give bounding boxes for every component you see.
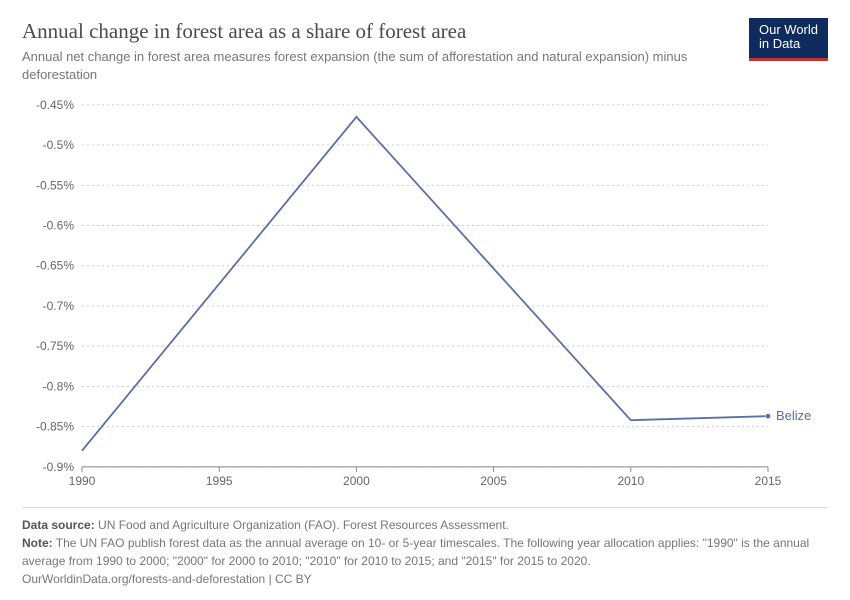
chart-area: -0.45% -0.5% -0.55% -0.6% -0.65% -0.7% -0.75% -… (22, 89, 828, 501)
y-tick-label: -0.8% (43, 380, 75, 394)
chart-subtitle: Annual net change in forest area measure… (22, 48, 737, 83)
owid-logo: Our World in Data (749, 18, 828, 61)
x-tick-label: 2005 (480, 474, 507, 488)
series-label-belize: Belize (776, 408, 811, 423)
y-tick-label: -0.7% (43, 299, 75, 313)
series-end-marker (765, 414, 770, 419)
chart-footer: Data source: UN Food and Agriculture Org… (22, 507, 828, 588)
page-container: Annual change in forest area as a share … (0, 0, 850, 600)
attribution-line: OurWorldinData.org/forests-and-deforesta… (22, 570, 828, 588)
y-tick-label: -0.85% (36, 420, 74, 434)
y-tick-label: -0.65% (36, 259, 74, 273)
y-tick-label: -0.55% (36, 179, 74, 193)
series-line-belize (82, 117, 768, 451)
y-tick-label: -0.5% (43, 138, 75, 152)
x-tick-label: 1995 (206, 474, 233, 488)
source-label: Data source: (22, 518, 95, 532)
y-tick-label: -0.45% (36, 98, 74, 112)
logo-line2: in Data (759, 36, 800, 51)
x-tick-label: 1990 (69, 474, 96, 488)
y-tick-label: -0.9% (43, 460, 75, 474)
y-tick-label: -0.75% (36, 340, 74, 354)
chart-title: Annual change in forest area as a share … (22, 18, 737, 44)
y-tick-label: -0.6% (43, 219, 75, 233)
note-text: The UN FAO publish forest data as the an… (22, 536, 809, 568)
header-text-block: Annual change in forest area as a share … (22, 18, 749, 83)
x-tick-label: 2015 (755, 474, 782, 488)
note-line: Note: The UN FAO publish forest data as … (22, 534, 828, 570)
x-tick-label: 2000 (343, 474, 370, 488)
source-text: UN Food and Agriculture Organization (FA… (98, 518, 509, 532)
source-line: Data source: UN Food and Agriculture Org… (22, 516, 828, 534)
note-label: Note: (22, 536, 53, 550)
line-chart-svg: -0.45% -0.5% -0.55% -0.6% -0.65% -0.7% -0.75% -… (22, 89, 828, 501)
x-tick-label: 2010 (617, 474, 644, 488)
header-row: Annual change in forest area as a share … (22, 18, 828, 83)
logo-line1: Our World (759, 22, 818, 37)
